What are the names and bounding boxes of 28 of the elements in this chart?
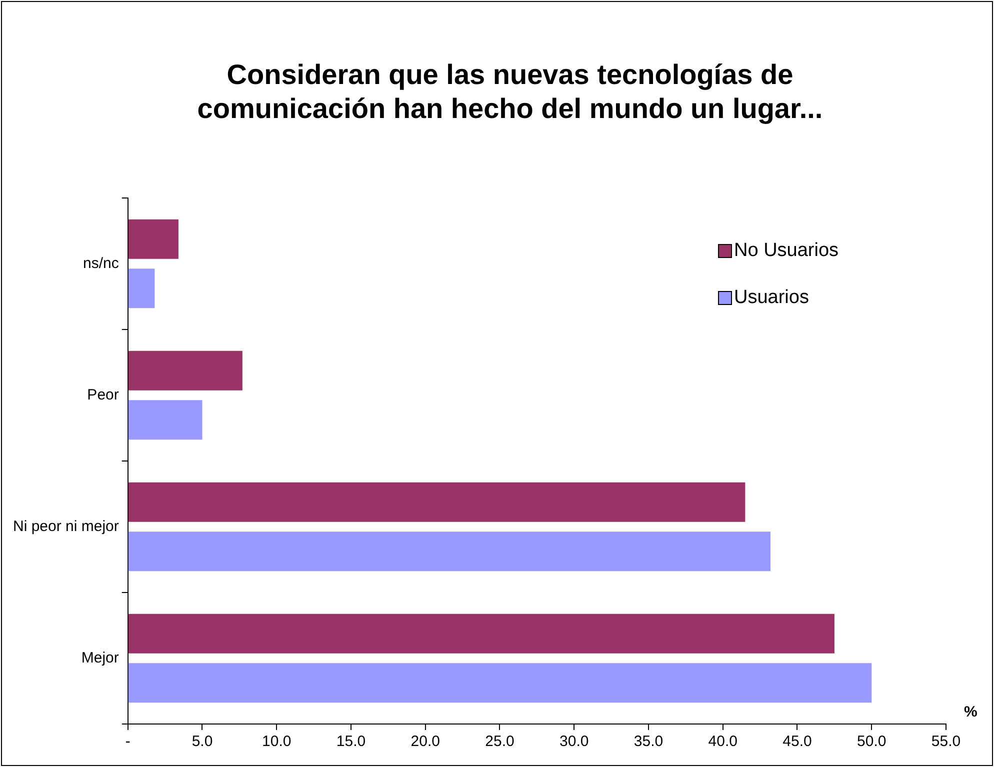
- bar: [128, 268, 155, 308]
- x-tick-label: 55.0: [931, 733, 961, 750]
- bar: [128, 663, 872, 703]
- x-tick-label: 15.0: [336, 733, 366, 750]
- bar: [128, 400, 202, 440]
- x-tick-label: -: [125, 733, 130, 750]
- chart-title: Consideran que las nuevas tecnologías de comunicación han hecho del mundo un lugar...: [196, 58, 824, 126]
- bar: [128, 350, 242, 390]
- bar: [128, 219, 178, 259]
- x-tick-label: 40.0: [708, 733, 738, 750]
- x-tick-label: 35.0: [634, 733, 664, 750]
- legend-label: Usuarios: [734, 286, 809, 308]
- x-tick-label: 45.0: [782, 733, 812, 750]
- x-tick-label: 25.0: [485, 733, 514, 750]
- x-axis-title: %: [964, 704, 978, 721]
- y-tick-label: Ni peor ni mejor: [12, 518, 119, 535]
- bar: [128, 532, 770, 572]
- x-tick-label: 10.0: [262, 733, 292, 750]
- y-tick-label: ns/nc: [83, 254, 120, 272]
- bar: [128, 614, 834, 654]
- x-tick-label: 20.0: [410, 733, 440, 750]
- x-tick-label: 50.0: [857, 733, 886, 750]
- bar: [128, 482, 746, 522]
- y-tick-label: Peor: [87, 386, 119, 404]
- x-tick-label: 30.0: [560, 733, 589, 750]
- y-tick-label: Mejor: [81, 649, 119, 666]
- x-tick-label: 5.0: [192, 733, 213, 750]
- legend-label: No Usuarios: [734, 240, 839, 262]
